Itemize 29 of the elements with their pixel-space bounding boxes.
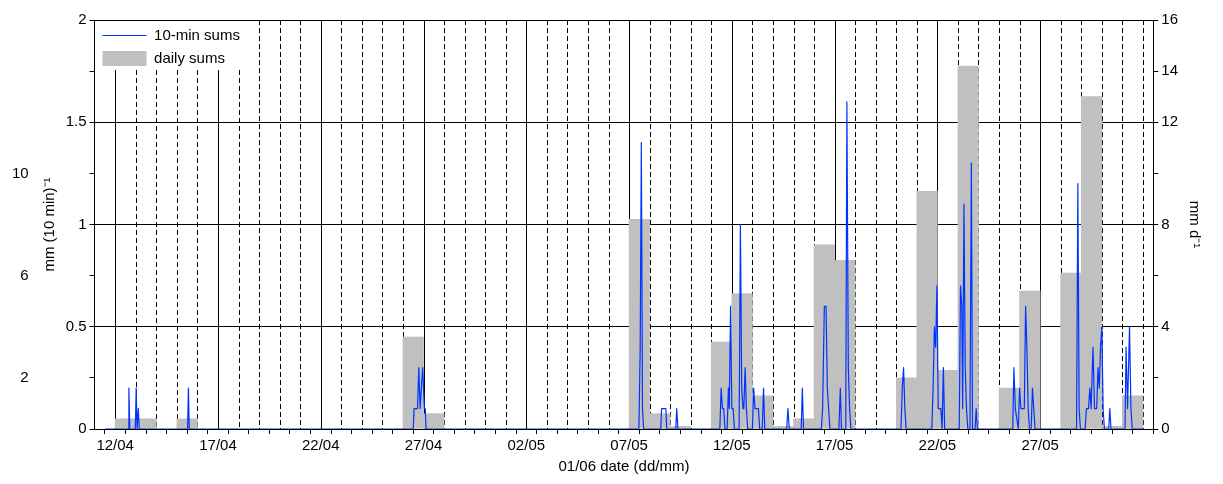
x-tick-label: 27/05 xyxy=(1021,436,1059,454)
y-tick-label: 0 xyxy=(78,419,87,437)
x-tick-label: 12/04 xyxy=(96,436,134,454)
y2-tick-label: 16 xyxy=(1161,10,1178,28)
x-tick-label: 22/04 xyxy=(301,436,340,454)
y3-tick-label: 2 xyxy=(20,368,29,386)
y3-tick-label: 6 xyxy=(20,265,29,283)
y2-tick-label: 14 xyxy=(1161,61,1178,79)
y-tick-label: 1.5 xyxy=(65,112,87,130)
x-tick-label: 27/04 xyxy=(404,436,443,454)
x-axis-title: 01/06 date (dd/mm) xyxy=(558,457,690,475)
y2-tick-label: 8 xyxy=(1161,214,1170,232)
y2-tick-label: 12 xyxy=(1161,112,1178,130)
y-axis-title: mm (10 min)⁻¹ xyxy=(39,177,57,272)
y-tick-label: 1 xyxy=(78,214,87,232)
y-tick-label: 2 xyxy=(78,10,87,28)
x-tick-label: 12/05 xyxy=(713,436,751,454)
y3-tick-label: 10 xyxy=(12,163,29,181)
legend-label: 10-min sums xyxy=(154,25,240,43)
x-tick-label: 07/05 xyxy=(610,436,648,454)
y2-axis-title: mm d⁻¹ xyxy=(1186,200,1204,249)
x-tick-label: 17/04 xyxy=(199,436,237,454)
legend-label: daily sums xyxy=(154,48,225,66)
x-tick-label: 22/05 xyxy=(918,436,957,454)
y2-tick-label: 0 xyxy=(1161,419,1170,437)
x-tick-label: 02/05 xyxy=(507,436,546,454)
y2-tick-label: 4 xyxy=(1161,316,1170,334)
y-tick-label: 0.5 xyxy=(65,316,87,334)
x-tick-label: 17/05 xyxy=(815,436,854,454)
